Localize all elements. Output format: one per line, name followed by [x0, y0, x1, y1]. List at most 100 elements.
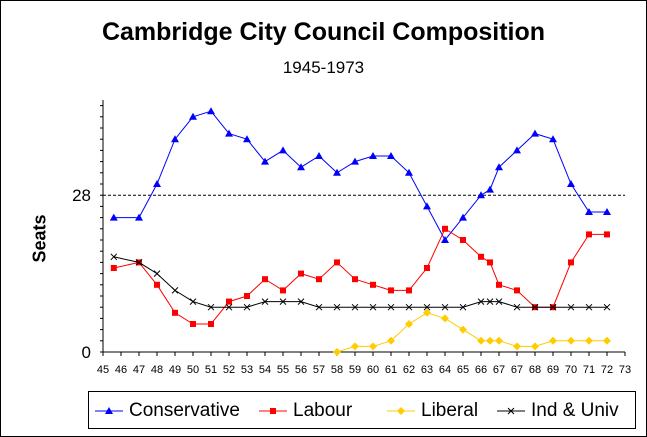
series-line-liberal	[336, 312, 607, 353]
data-point-conservative	[513, 146, 521, 154]
data-point-labour	[190, 321, 196, 327]
x-tick-label: 48	[151, 364, 163, 376]
legend-swatch-labour	[259, 408, 287, 414]
data-point-ind-univ	[207, 303, 215, 311]
data-point-conservative	[243, 135, 251, 143]
data-point-ind-univ	[486, 298, 494, 305]
data-point-ind-univ	[333, 303, 341, 311]
data-point-ind-univ	[531, 303, 539, 311]
legend-marker	[105, 407, 113, 414]
data-point-conservative	[486, 185, 494, 193]
data-point-labour	[262, 276, 268, 283]
data-point-ind-univ	[171, 287, 179, 294]
data-point-conservative	[261, 157, 269, 165]
series-line-conservative	[113, 110, 607, 241]
x-tick-label: 62	[403, 364, 415, 376]
x-tick-label: 63	[421, 364, 433, 376]
data-point-ind-univ	[351, 303, 359, 311]
x-tick-label: 60	[367, 364, 379, 376]
data-point-ind-univ	[495, 298, 503, 305]
data-point-conservative	[333, 168, 341, 176]
data-point-liberal	[486, 336, 494, 345]
data-point-ind-univ	[549, 303, 557, 311]
data-point-conservative	[189, 112, 197, 120]
x-tick-label: 68	[529, 364, 541, 376]
data-point-conservative	[387, 152, 395, 159]
data-point-labour	[442, 225, 448, 232]
y-tick-label: 0	[82, 343, 91, 362]
x-tick-label: 67	[511, 364, 523, 376]
data-point-liberal	[477, 336, 485, 345]
data-point-labour	[604, 231, 610, 238]
data-point-liberal	[423, 308, 431, 317]
x-tick-label: 56	[295, 364, 307, 376]
legend-label: Ind & Univ	[531, 400, 619, 421]
data-point-conservative	[135, 213, 143, 221]
data-point-labour	[172, 309, 178, 316]
data-point-liberal	[441, 314, 449, 323]
legend-label: Liberal	[421, 400, 479, 421]
data-point-conservative	[171, 135, 179, 143]
legend-label: Labour	[293, 400, 353, 421]
data-point-labour	[280, 287, 286, 294]
data-point-ind-univ	[369, 303, 377, 311]
data-point-ind-univ	[513, 303, 521, 311]
data-point-ind-univ	[225, 303, 233, 311]
legend-swatch-ind-univ	[497, 407, 525, 415]
legend: Conservative Labour Liberal Ind & Univ	[88, 391, 636, 429]
data-point-ind-univ	[189, 298, 197, 305]
data-point-labour	[496, 281, 502, 288]
x-tick-label: 64	[439, 364, 451, 376]
x-tick-label: 72	[601, 364, 613, 376]
data-point-labour	[388, 287, 394, 294]
data-point-liberal	[405, 320, 413, 328]
axes: 0 28 45 46 47 48 49 50 51 52 53 54 55 56 57 58 59 60 61 62 6…	[72, 100, 631, 376]
x-tick-label: 69	[547, 364, 559, 376]
x-tick-label: 59	[349, 364, 361, 376]
series-line-ind-univ	[113, 256, 607, 308]
data-point-liberal	[387, 336, 395, 345]
x-tick-label: 58	[331, 364, 343, 376]
x-tick-label: 46	[115, 364, 127, 376]
legend-label: Conservative	[129, 400, 240, 421]
data-point-conservative	[297, 163, 305, 171]
data-point-ind-univ	[423, 303, 431, 311]
data-point-ind-univ	[315, 303, 323, 311]
legend-marker	[270, 408, 276, 414]
data-point-labour	[298, 270, 304, 277]
series-labour	[110, 225, 610, 327]
data-point-liberal	[495, 336, 503, 345]
data-point-ind-univ	[110, 253, 118, 261]
x-tick-label: 50	[187, 364, 199, 376]
data-point-ind-univ	[153, 270, 161, 277]
data-point-conservative	[423, 202, 431, 210]
data-point-liberal	[531, 342, 539, 351]
data-point-ind-univ	[441, 303, 449, 311]
data-point-labour	[334, 259, 340, 266]
data-point-labour	[568, 259, 574, 266]
data-point-liberal	[603, 336, 611, 345]
x-tick-label: 52	[223, 364, 235, 376]
data-point-conservative	[351, 157, 359, 165]
x-tick-label: 71	[583, 364, 595, 376]
x-tick-label: 70	[565, 364, 577, 376]
data-point-ind-univ	[585, 303, 593, 311]
data-point-conservative	[603, 208, 611, 215]
data-point-conservative	[531, 129, 539, 137]
data-point-ind-univ	[261, 298, 269, 305]
data-point-liberal	[459, 325, 467, 334]
x-tick-label: 65	[457, 364, 469, 376]
x-tick-label: 57	[313, 364, 325, 376]
x-tick-label: 54	[259, 364, 271, 376]
data-point-ind-univ	[477, 298, 485, 305]
data-point-labour	[154, 281, 160, 288]
data-point-conservative	[207, 107, 215, 115]
data-point-conservative	[495, 163, 503, 171]
data-point-labour	[487, 259, 493, 266]
legend-swatch-conservative	[95, 407, 123, 414]
legend-marker	[507, 407, 515, 415]
data-point-labour	[406, 287, 412, 294]
data-point-labour	[226, 298, 232, 305]
x-tick-label: 67	[493, 364, 505, 376]
x-tick-label: 47	[133, 364, 145, 376]
